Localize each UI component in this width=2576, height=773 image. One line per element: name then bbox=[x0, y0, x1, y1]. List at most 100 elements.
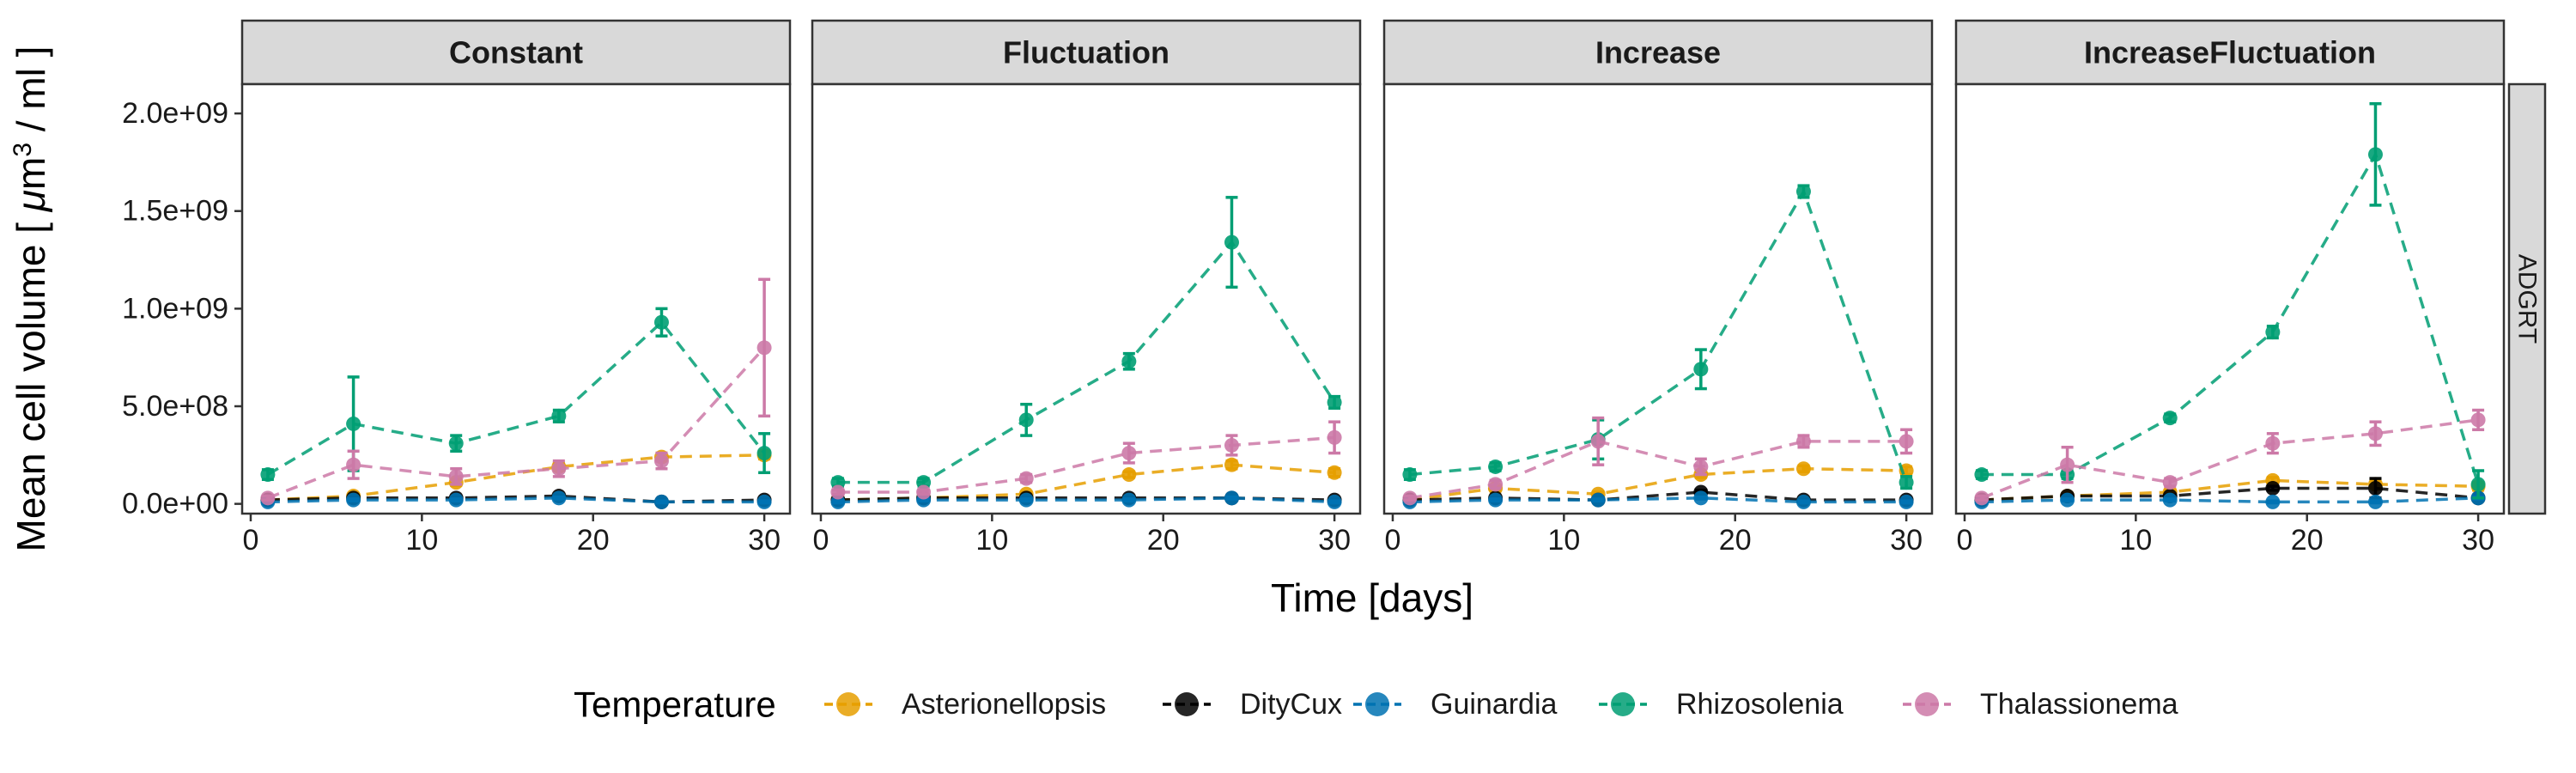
data-point-guinardia bbox=[1224, 490, 1239, 506]
legend-key-marker-guinardia bbox=[1365, 692, 1389, 716]
data-point-thalassionema bbox=[260, 490, 276, 506]
data-point-ditycux bbox=[2367, 480, 2383, 496]
legend-item-ditycux: DityCux bbox=[1163, 688, 1342, 721]
series-line-rhizosolenia bbox=[267, 320, 766, 477]
data-point-thalassionema bbox=[2060, 457, 2075, 472]
series-line-rhizosolenia bbox=[1981, 150, 2480, 485]
data-point-asterionellopsis bbox=[1121, 467, 1137, 483]
x-tick-label-increase: 20 bbox=[1719, 524, 1752, 557]
legend-item-thalassionema: Thalassionema bbox=[1903, 688, 2178, 721]
x-tick-label-constant: 20 bbox=[577, 524, 610, 557]
y-axis-label-post: / ml ] bbox=[9, 46, 53, 143]
data-point-thalassionema bbox=[1018, 471, 1034, 486]
data-point-rhizosolenia bbox=[1121, 354, 1137, 369]
legend-key-marker-ditycux bbox=[1175, 692, 1199, 716]
y-tick-label: 5.0e+08 bbox=[122, 390, 228, 423]
series-line-thalassionema bbox=[1981, 418, 2479, 500]
plot-area-fluctuation bbox=[812, 84, 1360, 514]
panel-strip-increasefluctuation bbox=[1954, 19, 2506, 86]
series-line-asterionellopsis bbox=[1409, 466, 1907, 502]
data-point-guinardia bbox=[346, 492, 361, 508]
series-line-asterionellopsis bbox=[1981, 478, 2479, 502]
legend-item-guinardia: Guinardia bbox=[1353, 688, 1558, 721]
y-tick-label: 2.0e+09 bbox=[122, 97, 228, 130]
x-tick-label-constant: 10 bbox=[405, 524, 438, 557]
data-point-thalassionema bbox=[346, 457, 361, 472]
plot-area-increase bbox=[1384, 84, 1932, 514]
x-tick-label-increasefluctuation: 0 bbox=[1957, 524, 1973, 557]
panel-border-fluctuation bbox=[811, 82, 1362, 515]
series-line-thalassionema bbox=[837, 435, 1335, 494]
series-line-ditycux bbox=[267, 494, 765, 504]
data-point-thalassionema bbox=[1121, 446, 1137, 461]
series-thalassionema bbox=[260, 277, 772, 506]
y-tick-label: 1.0e+09 bbox=[122, 292, 228, 325]
legend-key-marker-thalassionema bbox=[1915, 692, 1939, 716]
data-point-ditycux bbox=[2265, 480, 2281, 496]
data-point-rhizosolenia bbox=[1899, 475, 1914, 490]
x-axis-label: Time [days] bbox=[1271, 575, 1473, 620]
legend-item-asterionellopsis: Asterionellopsis bbox=[824, 688, 1106, 721]
data-point-guinardia bbox=[1590, 492, 1606, 508]
legend-label-guinardia: Guinardia bbox=[1431, 688, 1558, 721]
x-tick-label-increase: 10 bbox=[1547, 524, 1580, 557]
legend-item-rhizosolenia: Rhizosolenia bbox=[1599, 688, 1844, 721]
series-line-ditycux bbox=[1981, 486, 2479, 502]
data-point-asterionellopsis bbox=[1224, 457, 1239, 472]
data-point-thalassionema bbox=[2265, 435, 2281, 451]
panel-title-constant: Constant bbox=[449, 35, 583, 70]
y-axis-label-unit: m bbox=[9, 157, 53, 190]
data-point-thalassionema bbox=[1402, 490, 1418, 506]
data-point-guinardia bbox=[756, 494, 772, 509]
data-point-thalassionema bbox=[448, 469, 464, 484]
data-point-rhizosolenia bbox=[1327, 394, 1342, 410]
data-point-guinardia bbox=[551, 490, 567, 506]
y-tick-label: 1.5e+09 bbox=[122, 195, 228, 228]
y-axis-label: Mean cell volume [ μm3 / ml ] bbox=[9, 46, 53, 552]
series-line-rhizosolenia bbox=[1409, 187, 1908, 484]
panel-increase: Increase 0 10 20 30 bbox=[1382, 19, 1934, 557]
x-tick-label-fluctuation: 0 bbox=[813, 524, 829, 557]
x-tick-label-increasefluctuation: 20 bbox=[2291, 524, 2324, 557]
data-point-thalassionema bbox=[551, 461, 567, 477]
series-thalassionema bbox=[1974, 408, 2486, 506]
x-tick-label-increasefluctuation: 30 bbox=[2462, 524, 2494, 557]
panel-border-increasefluctuation bbox=[1954, 82, 2506, 515]
data-point-thalassionema bbox=[2367, 426, 2383, 441]
data-point-rhizosolenia bbox=[1224, 234, 1239, 250]
data-point-guinardia bbox=[1795, 494, 1811, 509]
panel-title-fluctuation: Fluctuation bbox=[1003, 35, 1170, 70]
data-point-thalassionema bbox=[1795, 434, 1811, 449]
data-point-rhizosolenia bbox=[756, 446, 772, 461]
data-point-guinardia bbox=[1899, 494, 1914, 509]
data-point-thalassionema bbox=[1693, 459, 1709, 474]
x-tick-label-increase: 30 bbox=[1890, 524, 1923, 557]
data-point-guinardia bbox=[653, 494, 669, 509]
data-point-rhizosolenia bbox=[448, 435, 464, 451]
panel-fluctuation: Fluctuation 0 10 20 30 bbox=[811, 19, 1362, 557]
data-point-guinardia bbox=[2367, 494, 2383, 509]
series-line-guinardia bbox=[837, 496, 1335, 504]
y-axis-label-superscript: 3 bbox=[9, 143, 37, 157]
series-rhizosolenia bbox=[260, 307, 772, 483]
panel-strip-constant bbox=[240, 19, 792, 86]
data-point-rhizosolenia bbox=[653, 314, 669, 330]
legend-label-rhizosolenia: Rhizosolenia bbox=[1676, 688, 1844, 721]
series-line-ditycux bbox=[837, 496, 1335, 502]
legend-title: Temperature bbox=[574, 685, 776, 725]
data-point-rhizosolenia bbox=[1488, 459, 1504, 474]
data-point-guinardia bbox=[2060, 492, 2075, 508]
plot-area-constant bbox=[242, 84, 790, 514]
series-line-guinardia bbox=[267, 496, 765, 504]
data-point-rhizosolenia bbox=[1795, 184, 1811, 199]
x-tick-label-fluctuation: 10 bbox=[975, 524, 1008, 557]
panel-border-increase bbox=[1382, 82, 1934, 515]
panels-layer: Constant 0 10 20 30 0.0e+00 5.0e+08 1.0e+09 1.5e… bbox=[122, 19, 2506, 557]
series-line-asterionellopsis bbox=[267, 453, 765, 502]
facet-row-strip-background bbox=[2507, 82, 2547, 515]
data-point-guinardia bbox=[2265, 494, 2281, 509]
data-point-thalassionema bbox=[916, 484, 932, 500]
data-point-thalassionema bbox=[2470, 412, 2486, 428]
x-tick-label-constant: 0 bbox=[243, 524, 259, 557]
